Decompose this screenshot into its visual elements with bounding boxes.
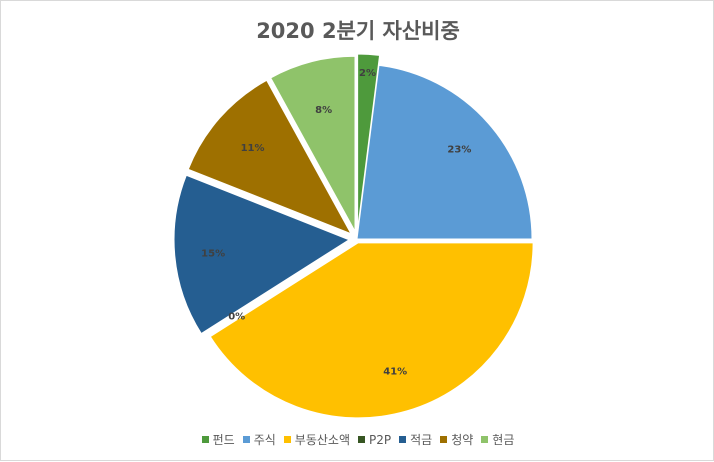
legend-item-1: 펀드 [201, 431, 235, 448]
slice-label-5: 15% [201, 249, 225, 260]
legend: 펀드 주식 부동산소액 P2P 적금 청약 현금 [1, 431, 714, 448]
slice-label-6: 11% [241, 143, 265, 154]
legend-label: 적금 [410, 433, 433, 447]
pie-slice-1 [357, 53, 381, 230]
legend-item-4: P2P [358, 433, 391, 447]
legend-item-7: 현금 [481, 431, 514, 448]
chart-title: 2020 2분기 자산비중 [256, 19, 460, 43]
slice-label-7: 8% [315, 105, 332, 116]
pie-slice-3 [209, 242, 534, 419]
legend-swatch [399, 436, 407, 443]
pie-slice-2 [356, 64, 533, 240]
legend-swatch [440, 436, 448, 443]
slice-label-4: 0% [228, 311, 245, 322]
slice-label-1: 2% [359, 68, 376, 79]
slice-label-2: 23% [447, 145, 471, 156]
legend-label: P2P [369, 432, 392, 447]
pie-slice-6 [187, 79, 353, 235]
pie-slice-5 [173, 174, 351, 335]
legend-label: 청약 [451, 433, 474, 447]
slice-label-3: 41% [383, 367, 407, 378]
pie-slice-7 [270, 55, 356, 232]
legend-label: 주식 [253, 433, 276, 447]
legend-label: 현금 [492, 433, 515, 447]
legend-swatch [283, 436, 291, 443]
legend-swatch [358, 436, 365, 443]
pie-slice-4 [203, 241, 353, 337]
legend-swatch [242, 436, 250, 443]
legend-swatch [201, 436, 209, 443]
legend-item-6: 청약 [440, 431, 473, 448]
legend-item-2: 주식 [242, 431, 276, 448]
legend-label: 펀드 [212, 433, 235, 447]
legend-label: 부동산소액 [294, 433, 350, 447]
legend-swatch [481, 436, 489, 443]
legend-item-5: 적금 [399, 431, 432, 448]
legend-item-3: 부동산소액 [283, 431, 350, 448]
